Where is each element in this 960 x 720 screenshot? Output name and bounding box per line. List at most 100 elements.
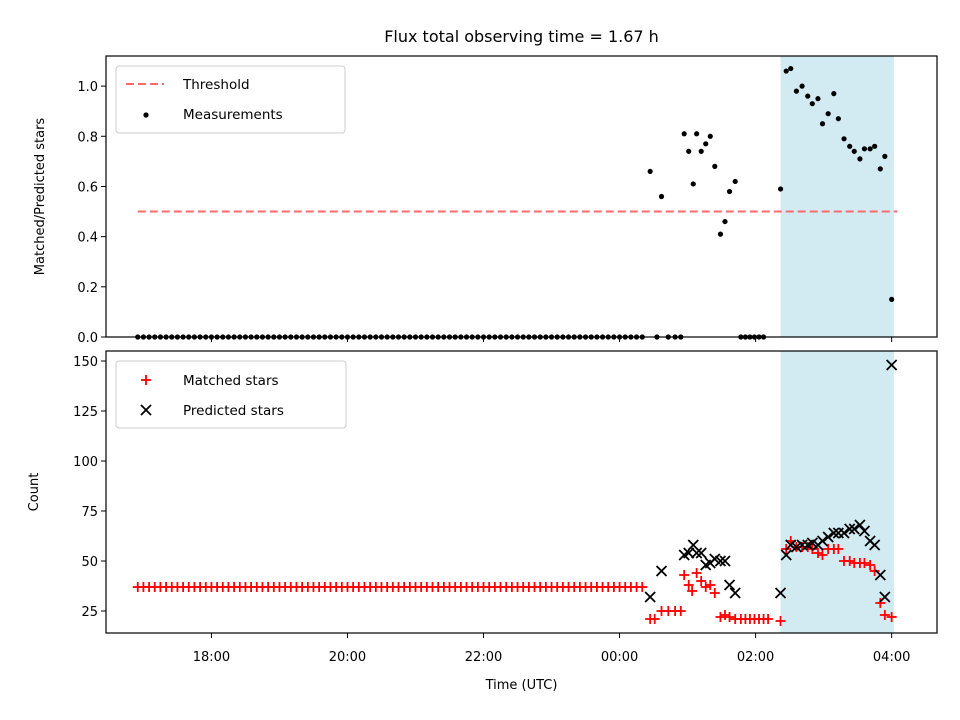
matched-star-point <box>675 606 686 616</box>
bottom-y-ticks: 25 50 75 100 125 150 <box>73 355 106 620</box>
measurement-point <box>777 186 784 192</box>
measurement-point <box>877 166 883 172</box>
y-tick-label: 50 <box>81 555 98 570</box>
measurement-point <box>805 93 811 99</box>
predicted-star-point <box>828 527 840 539</box>
x-tick-label: 00:00 <box>601 650 638 665</box>
matched-star-point <box>709 588 720 598</box>
predicted-star-point <box>780 549 792 561</box>
top-x-ticks <box>210 337 893 342</box>
bottom-legend-box <box>115 360 347 429</box>
matched-star-point <box>865 560 876 570</box>
top-legend-box <box>115 65 346 134</box>
matched-star-point <box>869 566 880 576</box>
measurement-point <box>872 143 878 149</box>
matched-star-point <box>700 582 711 592</box>
predicted-stars-legend-swatch <box>140 404 152 416</box>
matched-star-point <box>775 616 786 626</box>
measurement-point <box>788 65 794 72</box>
top-y-ticks: 0.0 0.2 0.4 0.6 0.8 1.0 <box>77 80 106 346</box>
matched-stars-legend-label: Matched stars <box>183 373 279 389</box>
measurements-legend-swatch <box>143 112 149 118</box>
y-tick-label: 0.6 <box>77 180 98 195</box>
predicted-star-point <box>140 404 152 416</box>
matched-star-point <box>691 568 702 578</box>
measurement-point <box>841 136 847 142</box>
x-tick-label: 20:00 <box>329 650 366 665</box>
measurement-point <box>825 111 831 117</box>
predicted-star-point <box>816 535 829 547</box>
y-tick-label: 100 <box>73 455 98 470</box>
measurement-point <box>722 218 728 225</box>
top-y-axis-label: Matched/Predicted stars <box>33 118 48 276</box>
predicted-stars-legend-label: Predicted stars <box>183 403 284 419</box>
matched-star-point <box>724 612 735 622</box>
matched-stars-legend-swatch <box>141 375 151 385</box>
predicted-star-point <box>869 539 881 551</box>
matched-star-point <box>812 548 823 558</box>
measurement-point <box>815 96 821 102</box>
figure-title: Flux total observing time = 1.67 h <box>384 27 659 46</box>
matched-star-point <box>833 544 844 554</box>
matched-star-point <box>696 576 707 586</box>
matched-star-point <box>637 582 648 592</box>
y-tick-label: 75 <box>81 505 98 520</box>
measurement-point <box>847 143 853 149</box>
measurement-point <box>867 146 873 152</box>
threshold-legend-label: Threshold <box>182 77 250 93</box>
x-tick-label: 02:00 <box>737 650 774 665</box>
matched-star-point <box>687 586 698 596</box>
predicted-star-point <box>729 587 741 599</box>
bottom-y-axis-label: Count <box>27 473 42 512</box>
predicted-star-point <box>874 569 886 581</box>
measurement-point <box>819 121 826 127</box>
measurement-point <box>717 231 724 237</box>
measurement-point <box>690 181 696 187</box>
predicted-star-point <box>644 591 656 603</box>
y-tick-label: 25 <box>81 605 98 620</box>
top-shaded-region <box>780 56 894 337</box>
predicted-star-point <box>854 519 866 531</box>
predicted-star-point <box>655 565 668 577</box>
matched-star-point <box>715 612 726 622</box>
predicted-star-point <box>723 579 736 591</box>
x-axis-label: Time (UTC) <box>485 678 558 693</box>
measurement-point <box>835 116 841 122</box>
measurement-point <box>799 83 805 89</box>
predicted-star-point <box>838 527 850 539</box>
bottom-shaded-region <box>780 351 894 633</box>
y-tick-label: 0.8 <box>77 130 98 145</box>
measurement-point <box>861 146 868 152</box>
matched-star-point <box>879 610 890 620</box>
bottom-legend: Matched stars Predicted stars <box>115 360 347 429</box>
measurement-point <box>726 188 733 195</box>
bottom-panel: 25 50 75 100 125 150 18:00 20:00 22:00 00:00 02:0… <box>27 350 938 693</box>
matched-star-point <box>886 612 897 622</box>
matched-stars-points <box>132 536 897 626</box>
predicted-stars-points <box>644 359 898 603</box>
matched-star-point <box>859 558 870 568</box>
measurement-point <box>831 91 837 97</box>
y-tick-label: 125 <box>73 405 98 420</box>
y-tick-label: 150 <box>73 355 98 370</box>
measurement-point <box>851 148 857 154</box>
matched-star-point <box>719 610 730 620</box>
measurement-point <box>686 148 692 154</box>
matched-star-point <box>649 614 660 624</box>
measurement-point <box>857 156 863 162</box>
matched-star-point <box>844 556 855 566</box>
top-legend: Threshold Measurements <box>115 65 346 134</box>
matched-star-point <box>679 570 690 580</box>
measurement-point <box>882 153 888 159</box>
predicted-star-point <box>719 555 731 567</box>
predicted-star-point <box>691 547 703 559</box>
measurement-point <box>658 193 665 200</box>
measurements-legend-label: Measurements <box>183 107 283 123</box>
bottom-x-ticks: 18:00 20:00 22:00 00:00 02:00 04:00 <box>193 633 910 665</box>
y-tick-label: 0.0 <box>77 331 98 346</box>
measurement-point <box>732 178 738 185</box>
top-axes-frame <box>105 55 938 338</box>
matched-star-point <box>763 614 774 624</box>
bottom-axes-frame <box>105 350 938 634</box>
